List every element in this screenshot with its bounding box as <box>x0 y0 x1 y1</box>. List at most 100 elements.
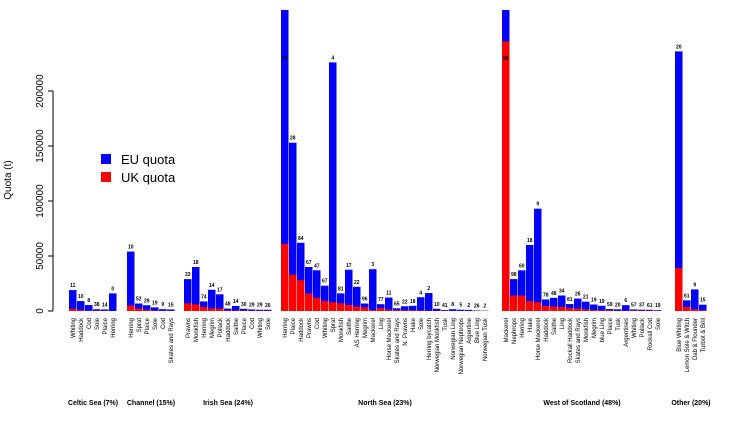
data-label: 37 <box>639 303 645 309</box>
data-label: 3 <box>371 262 374 268</box>
bar-eu-quota <box>216 294 224 311</box>
data-label: 14 <box>102 302 108 308</box>
legend-swatch-uk <box>101 172 111 182</box>
category-label: Herring <box>129 318 135 338</box>
category-label: Plaice <box>242 317 248 334</box>
data-label: 84 <box>298 236 304 242</box>
legend-label-uk: UK quota <box>121 170 176 185</box>
category-label: Haddock <box>544 317 550 342</box>
legend: EU quota UK quota <box>101 152 176 185</box>
category-label: Herring <box>202 318 208 338</box>
bar-uk-quota <box>289 274 297 311</box>
bar-uk-quota <box>675 268 683 311</box>
category-label: Ling <box>379 318 385 329</box>
bar-uk-quota <box>699 310 707 311</box>
region-label: West of Scotland (48%) <box>543 400 620 407</box>
category-label: Sole <box>95 317 101 330</box>
bar-uk-quota <box>305 293 313 311</box>
bar-uk-quota <box>550 306 558 311</box>
data-label: 2 <box>483 304 486 310</box>
bar-group: 58 Mackerel 98 Nephrops 60 Herring 18 Hake 9 Hors… <box>502 10 662 407</box>
bar-eu-quota <box>329 62 337 312</box>
bar-uk-quota <box>321 301 329 311</box>
y-tick-label: 50000 <box>35 242 46 270</box>
category-label: Whiting <box>323 318 329 338</box>
bar-eu-quota <box>449 309 457 311</box>
data-label: 96 <box>362 297 368 303</box>
bar-eu-quota <box>699 304 707 311</box>
bar-eu-quota <box>101 309 109 311</box>
data-label: 18 <box>527 238 533 244</box>
bar-eu-quota <box>401 306 409 311</box>
data-label: 15 <box>700 298 706 304</box>
data-label: 59 <box>607 302 613 308</box>
bar-uk-quota <box>135 308 143 311</box>
category-label: Saithe <box>234 317 240 335</box>
bar-uk-quota <box>151 310 159 311</box>
category-label: Pollack <box>640 317 646 337</box>
category-label: Rockall Haddock <box>568 317 574 363</box>
category-label: Hake <box>528 317 534 332</box>
data-label: 34 <box>559 288 565 294</box>
data-label: 67 <box>306 260 312 266</box>
bar-eu-quota <box>691 289 699 311</box>
bar-eu-quota <box>248 309 256 311</box>
category-label: Nephrops <box>512 318 518 344</box>
category-label: Turbot & Brill <box>701 318 707 352</box>
data-label: 4 <box>331 55 334 61</box>
bar-eu-quota <box>622 305 630 311</box>
bar-eu-quota <box>558 295 566 311</box>
bar-eu-quota <box>465 309 473 311</box>
data-label: 4 <box>419 290 422 296</box>
bar-uk-quota <box>417 310 425 311</box>
category-label: Dab & Flounder <box>693 318 699 360</box>
data-label: 48 <box>551 291 557 297</box>
bar-eu-quota <box>425 293 433 311</box>
data-label: 28 <box>290 136 296 142</box>
data-label: 58 <box>503 56 509 62</box>
bar-uk-quota <box>313 297 321 311</box>
bar-uk-quota <box>232 310 240 311</box>
data-label: 10 <box>434 302 440 308</box>
bar-eu-quota <box>526 245 534 311</box>
data-label: 14 <box>209 283 215 289</box>
data-label: 19 <box>655 303 661 309</box>
category-label: Herring <box>111 318 117 338</box>
bar-eu-quota <box>654 310 662 311</box>
bar-uk-quota <box>281 243 289 311</box>
data-label: 8 <box>87 298 90 304</box>
data-label: 67 <box>322 279 328 285</box>
category-label: Sprat <box>331 318 337 333</box>
data-label: 0 <box>111 286 114 292</box>
bar-eu-quota <box>409 305 417 311</box>
bar-eu-quota <box>200 301 208 311</box>
y-axis: 0 50000 100000 150000 200000 <box>35 74 54 314</box>
bar-uk-quota <box>385 309 393 311</box>
bar-uk-quota <box>510 295 518 311</box>
bar-eu-quota <box>281 10 289 311</box>
bar-eu-quota <box>457 309 465 311</box>
data-label: 81 <box>567 297 573 303</box>
data-label: 29 <box>257 303 263 309</box>
category-label: Cod <box>161 318 167 329</box>
bar-eu-quota <box>93 309 101 311</box>
data-label: 60 <box>519 263 525 269</box>
category-label: Norwegian Ling <box>451 318 457 360</box>
data-label: 52 <box>136 297 142 303</box>
bar-eu-quota <box>369 269 377 311</box>
data-label: 26 <box>575 292 581 298</box>
data-label: 98 <box>511 272 517 278</box>
bar-uk-quota <box>184 303 192 311</box>
bar-eu-quota <box>135 303 143 311</box>
data-label: 9 <box>536 202 539 208</box>
bar-eu-quota <box>337 293 345 311</box>
bar-uk-quota <box>590 310 598 311</box>
y-tick-label: 100000 <box>35 184 46 218</box>
category-label: Horse Mackerel <box>536 318 542 360</box>
category-label: Sole <box>266 317 272 330</box>
y-tick-label: 200000 <box>35 74 46 108</box>
bar-groups: 11Whiting10Haddock8Cod38Sole14Plaice0Her… <box>68 10 711 407</box>
category-label: Tusk <box>443 317 449 331</box>
bar-eu-quota <box>109 293 117 311</box>
